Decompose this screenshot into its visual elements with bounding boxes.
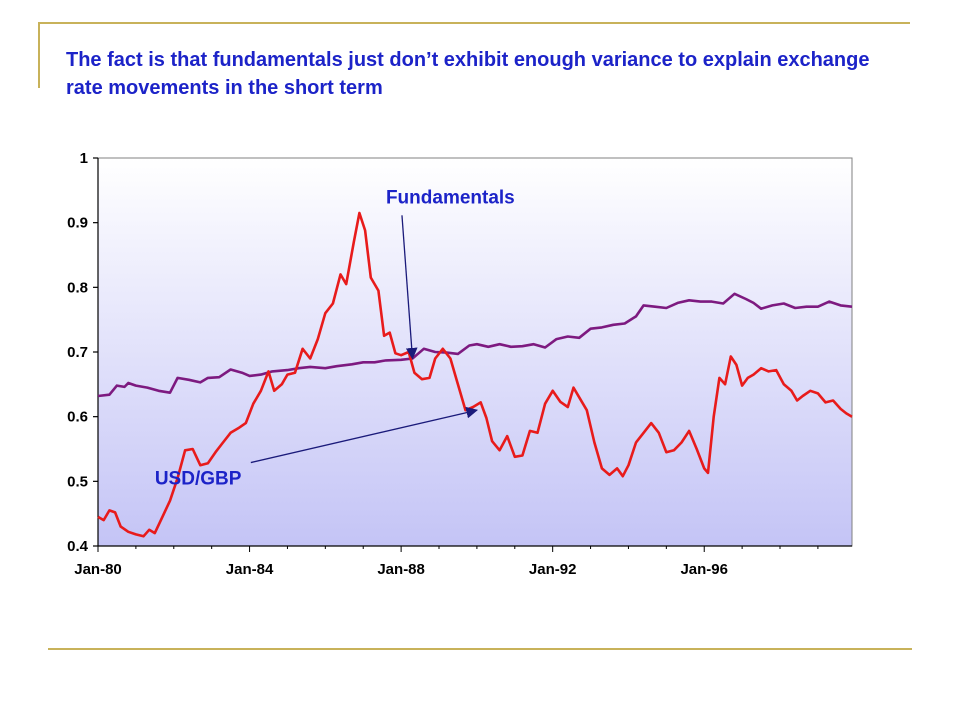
y-tick-label: 0.5 [67, 473, 88, 490]
plot-area [97, 157, 853, 547]
annotation-arrow-usd-gbp [250, 406, 479, 464]
annotation-label-usd-gbp: USD/GBP [155, 469, 242, 490]
x-tick-label: Jan-96 [680, 561, 728, 578]
y-tick-label: 0.6 [67, 409, 88, 426]
bottom-rule [48, 648, 912, 650]
x-tick-label: Jan-84 [226, 561, 274, 578]
y-tick-label: 0.8 [67, 279, 88, 296]
series-line-fundamentals [97, 292, 853, 398]
top-rule [38, 22, 910, 24]
y-tick-label: 1 [80, 150, 88, 167]
x-tick-label: Jan-80 [74, 561, 122, 578]
y-tick-label: 0.7 [67, 344, 88, 361]
y-tick-label: 0.4 [67, 538, 89, 555]
annotation-label-fundamentals: Fundamentals [386, 187, 515, 208]
x-tick-label: Jan-92 [529, 561, 577, 578]
left-rule [38, 22, 40, 88]
y-tick-label: 0.9 [67, 215, 88, 232]
series-line-usd-gbp [97, 211, 853, 538]
annotation-arrow-fundamentals [401, 215, 418, 360]
x-tick-label: Jan-88 [377, 561, 425, 578]
slide-title: The fact is that fundamentals just don’t… [66, 49, 870, 99]
